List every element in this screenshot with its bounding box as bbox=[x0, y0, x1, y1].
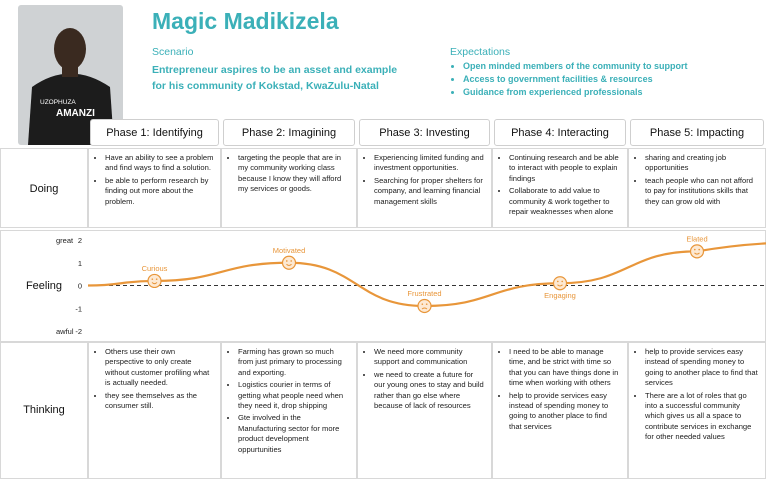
expectation: Access to government facilities & resour… bbox=[463, 73, 688, 86]
thinking-item: There are a lot of roles that go into a … bbox=[645, 391, 759, 443]
thinking-item: I need to be able to manage time, and be… bbox=[509, 347, 621, 389]
emotion-face bbox=[417, 298, 432, 314]
doing-cell: sharing and creating job opportunitieste… bbox=[628, 148, 766, 228]
y-tick-label: -2 bbox=[75, 327, 82, 336]
thinking-cell: help to provide services easy instead of… bbox=[628, 342, 766, 479]
photo-text: AMANZI bbox=[56, 108, 95, 119]
row-label: Doing bbox=[29, 183, 59, 195]
expectations: Open minded members of the community to … bbox=[450, 60, 688, 99]
doing-item: be able to perform research by finding o… bbox=[105, 176, 214, 207]
doing-cell: Continuing research and be able to inter… bbox=[492, 148, 628, 228]
row-label-cell bbox=[0, 148, 88, 228]
face-eye bbox=[425, 303, 428, 305]
thinking-cell: Farming has grown so much from just prim… bbox=[221, 342, 357, 479]
phase-header: Phase 4: Interacting bbox=[494, 119, 626, 146]
y-end-label: awful bbox=[56, 327, 74, 336]
doing-list: targeting the people that are in my comm… bbox=[222, 153, 356, 195]
thinking-item: Logistics courier in terms of getting wh… bbox=[238, 380, 350, 411]
scenario: Entrepreneur aspires to be an asset and … bbox=[152, 62, 397, 94]
doing-item: Collaborate to add value to community & … bbox=[509, 186, 621, 217]
doing-cell: Experiencing limited funding and investm… bbox=[357, 148, 492, 228]
thinking-list: Others use their own perspective to only… bbox=[89, 347, 220, 411]
title: Magic Madikizela bbox=[152, 8, 339, 34]
face-mouth bbox=[151, 282, 158, 285]
thinking-item: Gte involved in the Manufacturing sector… bbox=[238, 413, 350, 455]
doing-list: sharing and creating job opportunitieste… bbox=[629, 153, 765, 207]
thinking-cell: Others use their own perspective to only… bbox=[88, 342, 221, 479]
phase-header: Phase 3: Investing bbox=[359, 119, 490, 146]
row-label-cell bbox=[0, 342, 88, 479]
doing-item: Experiencing limited funding and investm… bbox=[374, 153, 485, 174]
scenario-line: Entrepreneur aspires to be an asset and … bbox=[152, 64, 398, 76]
thinking-item: Farming has grown so much from just prim… bbox=[238, 347, 350, 378]
thinking-item: they see themselves as the consumer stil… bbox=[105, 391, 214, 412]
y-tick-label: -1 bbox=[75, 304, 82, 313]
face-mouth bbox=[694, 252, 700, 255]
phase-header: Phase 2: Imagining bbox=[223, 119, 355, 146]
thinking-list: help to provide services easy instead of… bbox=[629, 347, 765, 443]
curve-tail bbox=[696, 242, 766, 253]
face-eye bbox=[557, 280, 559, 283]
emotion-label: Elated bbox=[686, 234, 707, 243]
emotion-face bbox=[281, 255, 297, 270]
doing-item: Searching for proper shelters for compan… bbox=[374, 176, 485, 207]
doing-cell: Have an ability to see a problem and fin… bbox=[88, 148, 221, 228]
face-eye bbox=[421, 303, 424, 305]
emotion-face bbox=[552, 276, 568, 291]
thinking-list: I need to be able to manage time, and be… bbox=[493, 347, 627, 432]
thinking-item: Others use their own perspective to only… bbox=[105, 347, 214, 389]
doing-list: Have an ability to see a problem and fin… bbox=[89, 153, 220, 207]
face-eye bbox=[151, 278, 154, 280]
y-tick-label: 2 bbox=[78, 236, 82, 245]
face-mouth bbox=[421, 307, 428, 310]
emotion-label: Motivated bbox=[273, 246, 306, 255]
y-end-label: great bbox=[56, 236, 74, 245]
y-tick-label: 0 bbox=[78, 282, 82, 291]
face-mouth bbox=[557, 284, 563, 287]
expectation: Open minded members of the community to … bbox=[463, 60, 688, 73]
thinking-item: help to provide services easy instead of… bbox=[645, 347, 759, 389]
doing-list: Continuing research and be able to inter… bbox=[493, 153, 627, 217]
face-eye bbox=[694, 248, 696, 251]
doing-list: Experiencing limited funding and investm… bbox=[358, 153, 491, 207]
scenario-line: for his community of Kokstad, KwaZulu-Na… bbox=[152, 80, 379, 92]
face-mouth bbox=[286, 263, 292, 266]
face-eye bbox=[155, 278, 158, 280]
expectations-label: Expectations bbox=[450, 46, 511, 58]
emotion-face bbox=[147, 273, 162, 289]
curve-tail bbox=[87, 279, 155, 287]
emotion-label: Engaging bbox=[544, 291, 576, 300]
thinking-item: we need to create a future for our young… bbox=[374, 370, 485, 412]
face-eye bbox=[290, 260, 293, 262]
thinking-item: help to provide services easy instead of… bbox=[509, 391, 621, 433]
thinking-cell: We need more community support and commu… bbox=[357, 342, 492, 479]
phase-header: Phase 5: Impacting bbox=[630, 119, 764, 146]
emotion-face bbox=[689, 244, 705, 259]
thinking-list: We need more community support and commu… bbox=[358, 347, 491, 411]
photo-text: UZOPHUZA bbox=[40, 99, 76, 106]
thinking-list: Farming has grown so much from just prim… bbox=[222, 347, 356, 455]
y-tick-label: 1 bbox=[78, 259, 82, 268]
phase-header: Phase 1: Identifying bbox=[90, 119, 219, 146]
doing-item: targeting the people that are in my comm… bbox=[238, 153, 350, 195]
face-eye bbox=[698, 248, 700, 251]
scenario-label: Scenario bbox=[152, 46, 194, 58]
thinking-cell: I need to be able to manage time, and be… bbox=[492, 342, 628, 479]
doing-item: Continuing research and be able to inter… bbox=[509, 153, 621, 184]
row-label: Feeling bbox=[25, 280, 63, 292]
face-eye bbox=[286, 260, 288, 262]
doing-item: sharing and creating job opportunities bbox=[645, 153, 759, 174]
doing-cell: targeting the people that are in my comm… bbox=[221, 148, 357, 228]
emotion-label: Curious bbox=[142, 264, 168, 273]
face-eye bbox=[561, 280, 563, 283]
expectation: Guidance from experienced professionals bbox=[463, 86, 688, 99]
doing-item: teach people who can not afford to pay f… bbox=[645, 176, 759, 207]
emotion-label: Frustrated bbox=[407, 289, 441, 298]
row-label: Thinking bbox=[23, 404, 65, 416]
thinking-item: We need more community support and commu… bbox=[374, 347, 485, 368]
doing-item: Have an ability to see a problem and fin… bbox=[105, 153, 214, 174]
